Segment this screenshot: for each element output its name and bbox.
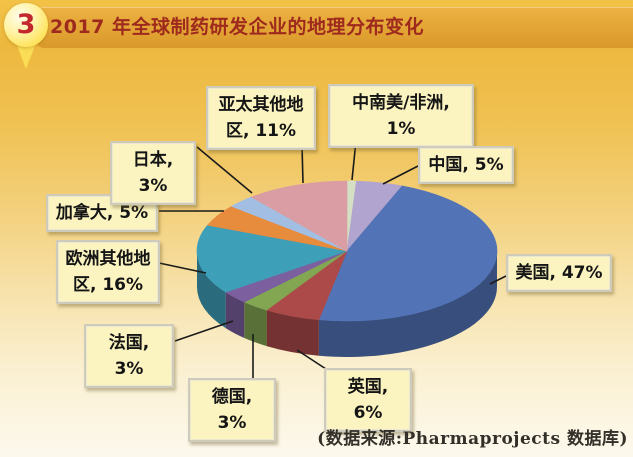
data-source-note: (数据来源:Pharmaprojects 数据库) [317, 429, 628, 449]
badge-pin-tail [16, 43, 36, 69]
pie-label: 英国, 6% [324, 368, 412, 432]
page-title: 2017 年全球制药研发企业的地理分布变化 [50, 16, 424, 38]
label-leader-line [174, 320, 234, 342]
label-leader-line [196, 146, 253, 194]
pie-label: 中国, 5% [418, 146, 514, 184]
pie-label: 法国, 3% [84, 324, 174, 388]
label-leader-line [489, 275, 507, 285]
pie-label: 欧洲其他地区, 16% [56, 240, 160, 304]
header-band: 2017 年全球制药研发企业的地理分布变化 [36, 7, 633, 48]
pie-label: 美国, 47% [506, 254, 612, 292]
pie-slice-side [318, 251, 497, 357]
pie-slice-side [225, 292, 245, 339]
pie-label: 德国, 3% [188, 378, 276, 442]
pie-label: 加拿大, 5% [46, 194, 158, 232]
label-leader-line [301, 144, 304, 184]
pie-slice [196, 224, 349, 293]
pie-slice-side [266, 310, 319, 356]
pie-label: 中南美/非洲, 1% [328, 84, 474, 148]
section-number-badge: 3 [4, 3, 48, 47]
pie-slice-side [244, 302, 267, 347]
pie-slice [250, 180, 348, 252]
pie-slice [318, 185, 498, 322]
pie-slice-side [197, 251, 226, 329]
label-leader-line [296, 349, 327, 370]
label-leader-line [158, 262, 207, 274]
pie-label: 日本, 3% [110, 141, 196, 205]
pie-label: 亚太其他地区, 11% [206, 86, 316, 150]
label-leader-line [382, 165, 419, 185]
